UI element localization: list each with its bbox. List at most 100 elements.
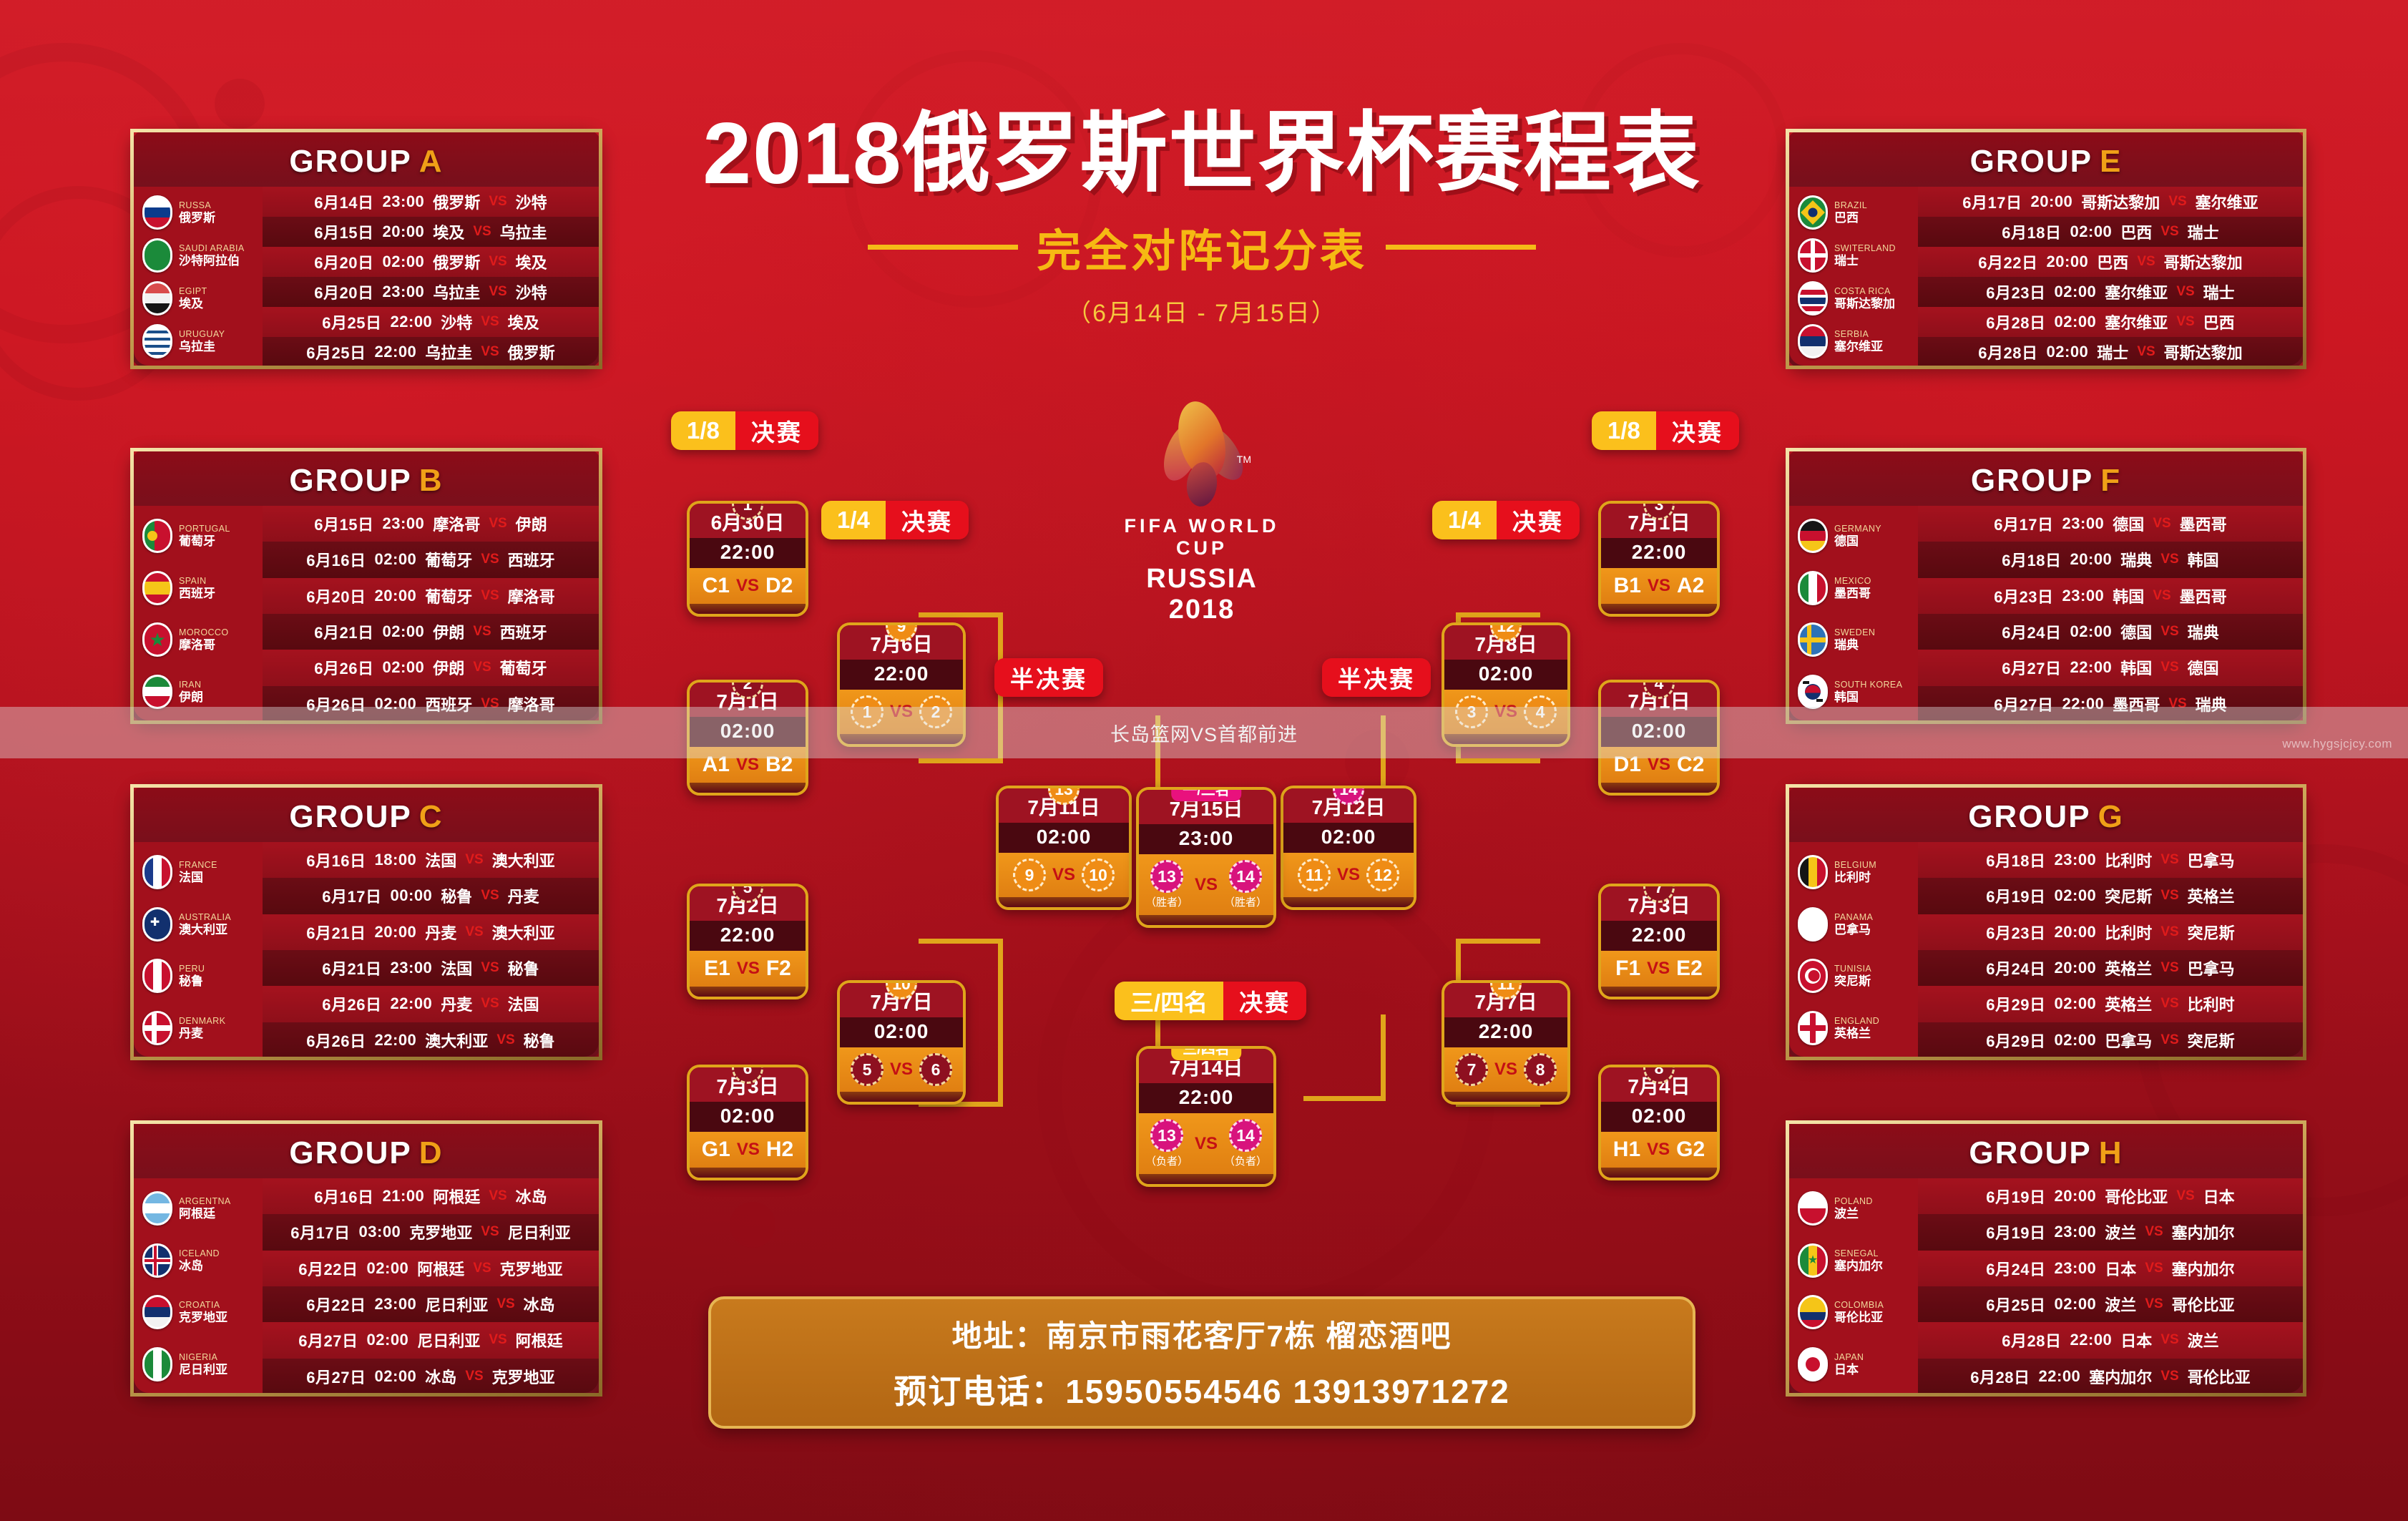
match-team-b: 巴拿马	[2187, 852, 2235, 871]
vs-label: VS	[2153, 587, 2171, 603]
bracket-match-third: 三/四名 7月14日 22:00 13 （负者） VS 14 （负者）	[1136, 1046, 1276, 1187]
match-time: 02:00	[366, 1258, 409, 1277]
bracket-time: 22:00	[1601, 538, 1717, 568]
group-e-team-list: BRAZIL 巴西 SWITERLAND 瑞士 COSTA RICA 哥斯达黎加 SERBI…	[1789, 187, 1918, 366]
team-name-en: EGIPT	[179, 286, 207, 297]
match-team-b: 哥斯达黎加	[2163, 254, 2243, 272]
match-team-a: 比利时	[2105, 852, 2153, 871]
team-name-en: ENGLAND	[1834, 1015, 1880, 1026]
bracket-slot-b: 14	[1229, 860, 1262, 893]
match-team-b: 秘鲁	[507, 960, 539, 979]
vs-label: VS	[736, 1140, 760, 1159]
group-word: GROUP	[1970, 463, 2094, 498]
team-row: JAPAN 日本	[1798, 1346, 1918, 1381]
team-name-en: SAUDI ARABIA	[179, 243, 245, 254]
team-name-en: AUSTRALIA	[179, 911, 232, 922]
match-team-a: 英格兰	[2105, 996, 2153, 1014]
match-time: 02:00	[374, 1366, 417, 1385]
match-row: 6月24日 20:00 英格兰 VS 巴拿马	[1918, 949, 2303, 987]
match-date: 6月19日	[1986, 1188, 2046, 1207]
match-team-b: 乌拉圭	[499, 224, 547, 242]
match-time: 23:00	[382, 283, 425, 300]
vs-label: VS	[2145, 1224, 2163, 1240]
team-row: PANAMA 巴拿马	[1798, 906, 1918, 942]
emblem-line-2: RUSSIA 2018	[1146, 564, 1258, 625]
team-name-en: COLOMBIA	[1834, 1300, 1884, 1311]
match-team-b: 克罗地亚	[499, 1260, 563, 1278]
team-name-cn: 巴西	[1834, 211, 1859, 225]
match-time: 20:00	[374, 586, 417, 605]
bracket-slot-a: 13	[1150, 860, 1183, 893]
match-date: 6月18日	[2002, 552, 2062, 570]
match-team-a: 摩洛哥	[433, 516, 481, 534]
match-time: 02:00	[366, 1331, 409, 1349]
vs-label: VS	[1494, 1060, 1517, 1079]
match-team-a: 尼日利亚	[425, 1296, 489, 1315]
team-name-en: BELGIUM	[1834, 860, 1877, 871]
match-team-b: 塞内加尔	[2171, 1260, 2235, 1278]
match-date: 6月29日	[1986, 1032, 2046, 1050]
vs-label: VS	[473, 660, 491, 675]
match-team-b: 波兰	[2187, 1332, 2219, 1351]
rule-right	[1386, 244, 1536, 250]
match-team-a: 巴拿马	[2105, 1032, 2153, 1050]
match-time: 22:00	[2070, 1331, 2113, 1349]
team-name-cn: 波兰	[1834, 1207, 1859, 1221]
contact-banner: 地址：南京市雨花客厅7栋 榴恋酒吧 预订电话：15950554546 13913…	[708, 1296, 1695, 1429]
group-panel-d: GROUP D ARGENTNA 阿根廷 ICELAND 冰岛 CROATIA 克罗地亚 NIG…	[130, 1120, 602, 1397]
vs-label: VS	[1647, 1140, 1670, 1159]
group-letter: A	[419, 144, 444, 179]
match-team-a: 波兰	[2105, 1296, 2137, 1315]
match-time: 02:00	[2070, 622, 2113, 641]
bracket-number-badge: 3	[1643, 504, 1675, 520]
match-team-a: 俄罗斯	[433, 194, 481, 212]
vs-label: VS	[736, 959, 760, 978]
team-row: ICELAND 冰岛	[142, 1243, 263, 1278]
vs-label: VS	[2160, 552, 2179, 567]
bracket-pairing: D1 VS C2	[1601, 747, 1717, 783]
match-team-b: 西班牙	[507, 552, 555, 570]
bracket-date: 6月30日	[690, 504, 806, 538]
bracket-time: 02:00	[1444, 660, 1567, 690]
watermark-url: www.hygsjcjcy.com	[2282, 737, 2392, 750]
vs-label: VS	[2160, 996, 2179, 1012]
team-name-cn: 澳大利亚	[179, 922, 227, 936]
bracket-foot	[690, 1168, 806, 1178]
vs-label: VS	[2137, 254, 2155, 269]
bracket-foot	[840, 1092, 963, 1102]
group-panel-b: GROUP B PORTUGAL 葡萄牙 SPAIN 西班牙 ★ MOROCCO 摩洛哥 IRAN…	[130, 448, 602, 724]
flag-icon	[142, 195, 172, 230]
match-date: 6月29日	[1986, 996, 2046, 1014]
vs-label: VS	[1194, 874, 1218, 894]
match-row: 6月20日 20:00 葡萄牙 VS 摩洛哥	[263, 577, 599, 614]
bracket-slot-b: 4	[1524, 695, 1557, 728]
stage-pill-r16-right: 1/8 决赛	[1592, 411, 1739, 450]
match-team-b: 冰岛	[515, 1188, 547, 1207]
match-team-b: 英格兰	[2187, 888, 2235, 906]
team-name-cn: 伊朗	[179, 690, 203, 704]
team-name-cn: 沙特阿拉伯	[179, 254, 240, 268]
match-date: 6月22日	[306, 1296, 366, 1315]
match-date: 6月27日	[2002, 660, 2062, 678]
team-row: GERMANY 德国	[1798, 519, 1918, 554]
flag-icon	[142, 281, 172, 316]
match-time: 02:00	[2054, 1030, 2097, 1049]
bracket-time: 02:00	[1601, 1102, 1717, 1132]
bracket-time: 02:00	[999, 823, 1129, 853]
match-team-a: 乌拉圭	[425, 344, 473, 362]
match-row: 6月17日 20:00 哥斯达黎加 VS 塞尔维亚	[1918, 187, 2303, 217]
bracket-foot	[1601, 783, 1717, 793]
bracket-foot	[690, 604, 806, 614]
vs-label: VS	[489, 516, 507, 532]
bracket-time: 22:00	[840, 660, 963, 690]
match-row: 6月25日 02:00 波兰 VS 哥伦比亚	[1918, 1286, 2303, 1323]
vs-label: VS	[496, 1032, 515, 1047]
flag-icon	[142, 855, 172, 890]
team-name-cn: 巴拿马	[1834, 922, 1871, 936]
group-panel-g: GROUP G BELGIUM 比利时 PANAMA 巴拿马 TUNISIA 突尼斯 ENGLA…	[1786, 784, 2306, 1060]
bracket-slot-b: C2	[1677, 753, 1705, 776]
bracket-slot-a: E1	[704, 957, 730, 980]
team-name-en: PANAMA	[1834, 911, 1874, 922]
match-time: 02:00	[2046, 343, 2089, 361]
bracket-foot	[1601, 604, 1717, 614]
